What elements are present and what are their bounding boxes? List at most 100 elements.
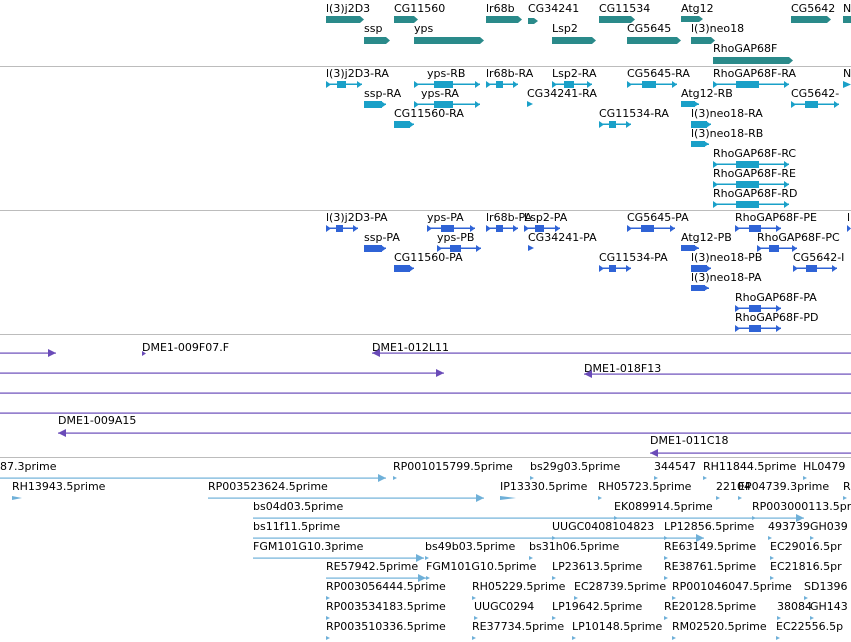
transcript-feature-glyph[interactable] xyxy=(599,121,637,128)
protein-feature-label[interactable]: CG11560-PA xyxy=(394,251,463,264)
est-feature-label[interactable]: HL0479 xyxy=(803,460,846,473)
transcript-feature-label[interactable]: CG34241-RA xyxy=(527,87,597,100)
est-feature-glyph[interactable] xyxy=(770,556,780,560)
gene-feature-label[interactable]: Lsp2 xyxy=(552,22,578,35)
gene-feature-glyph[interactable] xyxy=(691,37,717,44)
protein-feature-label[interactable]: RhoGAP68F-PD xyxy=(735,311,819,324)
est-feature-label[interactable]: RP001046047.5prime xyxy=(672,580,792,593)
est-feature-glyph[interactable] xyxy=(810,536,820,540)
clone-feature-glyph[interactable] xyxy=(58,429,851,437)
protein-feature-label[interactable]: ssp-PA xyxy=(364,231,400,244)
est-feature-label[interactable]: RP003000113.5prime xyxy=(752,500,851,513)
protein-feature-glyph[interactable] xyxy=(394,265,420,272)
est-feature-label[interactable]: SD1396 xyxy=(804,580,848,593)
protein-feature-label[interactable]: yps-PB xyxy=(437,231,475,244)
clone-feature-glyph[interactable] xyxy=(0,369,450,377)
clone-feature-label[interactable]: DME1-009A15 xyxy=(58,414,137,427)
est-feature-label[interactable]: UUGC0408104823 xyxy=(552,520,655,533)
est-feature-label[interactable]: RP003510336.5prime xyxy=(326,620,446,633)
transcript-feature-glyph[interactable] xyxy=(843,81,851,88)
est-feature-glyph[interactable] xyxy=(552,576,562,580)
gene-feature-label[interactable]: l(3)j2D3 xyxy=(326,2,371,15)
clone-feature-glyph[interactable] xyxy=(0,389,851,397)
est-feature-glyph[interactable] xyxy=(738,496,748,500)
transcript-feature-label[interactable]: ssp-RA xyxy=(364,87,402,100)
transcript-feature-glyph[interactable] xyxy=(394,121,420,128)
gene-feature-glyph[interactable] xyxy=(627,37,683,44)
transcript-feature-glyph[interactable] xyxy=(681,101,705,107)
est-feature-label[interactable]: FGM101G10.5prime xyxy=(426,560,537,573)
est-feature-label[interactable]: bs29g03.5prime xyxy=(530,460,621,473)
est-feature-glyph[interactable] xyxy=(472,636,482,640)
est-feature-label[interactable]: RP003534183.5prime xyxy=(326,600,446,613)
protein-feature-glyph[interactable] xyxy=(691,265,717,272)
est-feature-label[interactable]: RH05229.5prime xyxy=(472,580,566,593)
protein-feature-glyph[interactable] xyxy=(486,225,524,232)
protein-feature-glyph[interactable] xyxy=(528,245,540,251)
est-feature-label[interactable]: 22104 xyxy=(716,480,751,493)
protein-feature-glyph[interactable] xyxy=(735,225,787,232)
est-feature-glyph[interactable] xyxy=(326,574,432,582)
transcript-feature-label[interactable]: yps-RA xyxy=(421,87,459,100)
est-feature-glyph[interactable] xyxy=(472,596,482,600)
est-feature-label[interactable]: 87.3prime xyxy=(0,460,57,473)
est-feature-glyph[interactable] xyxy=(664,556,674,560)
est-feature-glyph[interactable] xyxy=(664,536,674,540)
gene-feature-label[interactable]: lr68b xyxy=(486,2,515,15)
est-feature-glyph[interactable] xyxy=(776,636,786,640)
gene-feature-glyph[interactable] xyxy=(414,37,486,44)
protein-feature-label[interactable]: CG5645-PA xyxy=(627,211,689,224)
est-feature-label[interactable]: LP12856.5prime xyxy=(664,520,755,533)
est-feature-glyph[interactable] xyxy=(12,496,28,500)
protein-feature-glyph[interactable] xyxy=(627,225,681,232)
transcript-feature-glyph[interactable] xyxy=(713,181,795,188)
transcript-feature-label[interactable]: l(3)neo18-RA xyxy=(691,107,763,120)
protein-feature-glyph[interactable] xyxy=(427,225,481,232)
est-feature-label[interactable]: RP003523624.5prime xyxy=(208,480,328,493)
est-feature-label[interactable]: bs49b03.5prime xyxy=(425,540,516,553)
est-feature-label[interactable]: R xyxy=(843,480,851,493)
est-feature-label[interactable]: RE57942.5prime xyxy=(326,560,419,573)
transcript-feature-label[interactable]: RhoGAP68F-RA xyxy=(713,67,797,80)
protein-feature-glyph[interactable] xyxy=(847,225,851,232)
est-feature-label[interactable]: bs31h06.5prime xyxy=(529,540,620,553)
clone-feature-label[interactable]: DME1-012L11 xyxy=(372,341,449,354)
est-feature-label[interactable]: bs04d03.5prime xyxy=(253,500,344,513)
est-feature-glyph[interactable] xyxy=(552,616,562,620)
est-feature-label[interactable]: IP13330.5prime xyxy=(500,480,588,493)
est-feature-glyph[interactable] xyxy=(208,494,490,502)
transcript-feature-label[interactable]: CG5642- xyxy=(791,87,840,100)
gene-feature-label[interactable]: Atg12 xyxy=(681,2,714,15)
transcript-feature-glyph[interactable] xyxy=(486,81,524,88)
protein-feature-label[interactable]: Atg12-PB xyxy=(681,231,732,244)
transcript-feature-label[interactable]: RhoGAP68F-RD xyxy=(713,187,798,200)
transcript-feature-label[interactable]: l(3)j2D3-RA xyxy=(326,67,389,80)
transcript-feature-label[interactable]: CG11534-RA xyxy=(599,107,669,120)
est-feature-glyph[interactable] xyxy=(474,616,484,620)
gene-feature-label[interactable]: CG11560 xyxy=(394,2,446,15)
est-feature-glyph[interactable] xyxy=(664,576,674,580)
protein-feature-label[interactable]: RhoGAP68F-PC xyxy=(757,231,840,244)
est-feature-glyph[interactable] xyxy=(716,496,726,500)
gene-feature-label[interactable]: N xyxy=(843,2,851,15)
transcript-feature-label[interactable]: yps-RB xyxy=(427,67,466,80)
protein-feature-glyph[interactable] xyxy=(757,245,803,252)
clone-feature-glyph[interactable] xyxy=(584,370,851,378)
est-feature-label[interactable]: EC29016.5pr xyxy=(770,540,842,553)
transcript-feature-glyph[interactable] xyxy=(691,121,717,128)
transcript-feature-glyph[interactable] xyxy=(414,81,486,88)
transcript-feature-glyph[interactable] xyxy=(713,161,795,168)
clone-feature-glyph[interactable] xyxy=(650,449,851,457)
transcript-feature-label[interactable]: RhoGAP68F-RE xyxy=(713,167,796,180)
est-feature-glyph[interactable] xyxy=(664,616,674,620)
est-feature-label[interactable]: RP003056444.5prime xyxy=(326,580,446,593)
est-feature-label[interactable]: RE37734.5prime xyxy=(472,620,565,633)
transcript-feature-glyph[interactable] xyxy=(691,141,715,147)
transcript-feature-glyph[interactable] xyxy=(791,101,845,108)
protein-feature-glyph[interactable] xyxy=(364,245,392,252)
protein-feature-glyph[interactable] xyxy=(793,265,843,272)
clone-feature-glyph[interactable] xyxy=(372,349,851,357)
est-feature-glyph[interactable] xyxy=(326,636,336,640)
gene-feature-label[interactable]: CG34241 xyxy=(528,2,580,15)
transcript-feature-glyph[interactable] xyxy=(552,81,598,88)
